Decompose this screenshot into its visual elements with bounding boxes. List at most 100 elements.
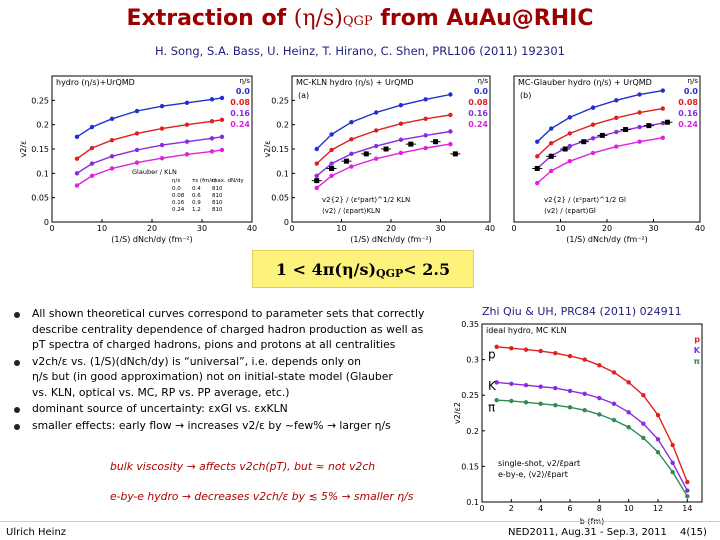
data-point [549, 126, 554, 131]
authors-line: H. Song, S.A. Bass, U. Heinz, T. Hirano,… [155, 44, 565, 58]
x-tick-label: 30 [435, 224, 445, 233]
footer-author: Ulrich Heinz [6, 527, 67, 538]
data-point [314, 173, 319, 178]
data-point [523, 383, 529, 388]
series-line [76, 136, 223, 174]
data-point [74, 171, 80, 176]
legend-entry: p [694, 335, 700, 344]
x-axis-label: (1/S) dNch/dy (fm⁻²) [566, 235, 648, 244]
data-point [109, 166, 115, 171]
x-tick-label: 40 [247, 224, 257, 233]
data-point [626, 425, 631, 430]
legend-entry: 0.08 [678, 98, 698, 107]
data-point [398, 137, 404, 142]
chart-title: MC-KLN hydro (η/s) + UrQMD [296, 78, 414, 87]
y-tick-label: 0 [284, 218, 289, 227]
data-point [660, 106, 665, 111]
bullet-dot [14, 407, 20, 413]
data-point [582, 407, 587, 413]
data-legend-entry: v2{2} / ⟨ε²part⟩^1/2 Gl [544, 196, 626, 204]
data-point [509, 398, 514, 404]
x-tick-label: 14 [682, 504, 692, 513]
inset-legend-cell: 1.2 [192, 207, 201, 213]
inset-legend-cell: 0.9 [192, 200, 201, 206]
data-point [219, 147, 225, 153]
data-point [509, 346, 514, 351]
series-line [76, 119, 223, 160]
legend-entry: π [694, 357, 700, 366]
data-point [567, 131, 572, 136]
data-point [660, 121, 665, 126]
data-point [373, 128, 379, 133]
legend-entry: 0.16 [468, 109, 488, 118]
y-tick-label: 0.35 [461, 320, 479, 329]
data-point [184, 152, 190, 157]
data-point [626, 410, 631, 415]
data-point [349, 151, 354, 157]
data-point [549, 140, 554, 146]
inset-legend-cell: 0.24 [172, 207, 185, 213]
data-point [423, 145, 428, 151]
data-point [614, 115, 619, 121]
y-tick-label: 0.15 [461, 462, 479, 471]
data-point [626, 380, 631, 385]
result-text: 1 < 4π(η/s) [275, 259, 377, 279]
panel-label: (a) [298, 91, 309, 100]
data-point [349, 120, 354, 125]
species-label: p [488, 348, 496, 362]
data-point [209, 97, 215, 102]
legend-entry: 0.08 [230, 98, 250, 107]
data-point [74, 156, 80, 161]
data-point [109, 138, 115, 143]
x-tick-label: 10 [624, 504, 634, 513]
x-tick-label: 20 [602, 224, 612, 233]
data-point [423, 133, 428, 138]
data-point [159, 126, 165, 131]
data-point [538, 401, 543, 406]
species-label: π [488, 400, 495, 414]
data-point [209, 119, 215, 124]
data-point [509, 381, 514, 387]
x-tick-label: 6 [567, 504, 572, 513]
inset-legend-col: τs (fm/c) [192, 178, 216, 184]
data-point [611, 417, 617, 423]
inset-legend-col: max. dN/dy [212, 178, 244, 184]
title-suffix: from AuAu@RHIC [372, 6, 594, 31]
chart-mc-glauber: 0 10 20 30 40 (1/S) dNch/dy (fm⁻²) MC-Glauber … [511, 75, 705, 244]
bullet-item: All shown theoretical curves correspond … [12, 306, 460, 353]
data-point [89, 161, 95, 166]
data-point [219, 95, 225, 101]
legend-title: η/s [240, 77, 251, 85]
legend-entry: e-by-e, ⟨v2⟩/ε̄part [498, 470, 568, 479]
title-prefix: Extraction of [126, 6, 294, 31]
y-tick-label: 0.2 [276, 121, 289, 130]
series-line [76, 97, 223, 138]
data-point [134, 160, 140, 165]
y-tick-label: 0.25 [271, 96, 289, 105]
x-tick-label: 40 [485, 224, 495, 233]
data-point [655, 437, 661, 442]
data-point [523, 400, 529, 405]
data-point [494, 397, 499, 403]
panel-label: (b) [520, 91, 531, 100]
data-point [398, 150, 404, 156]
data-point [655, 412, 661, 418]
data-point [219, 134, 225, 140]
data-point [159, 156, 165, 161]
x-tick-label: 0 [511, 224, 516, 233]
data-point [535, 180, 540, 186]
data-point [89, 124, 95, 130]
data-point [89, 145, 95, 151]
x-tick-label: 30 [197, 224, 207, 233]
data-point [109, 116, 115, 122]
data-point [670, 460, 675, 466]
data-point [535, 154, 540, 159]
data-point [597, 395, 602, 401]
data-point [582, 357, 587, 362]
data-point [448, 129, 453, 134]
data-point [597, 363, 602, 368]
footer-divider [0, 521, 720, 522]
data-point [660, 135, 665, 141]
x-tick-label: 40 [695, 224, 705, 233]
x-axis-label: (1/S) dNch/dy (fm⁻²) [350, 235, 432, 244]
